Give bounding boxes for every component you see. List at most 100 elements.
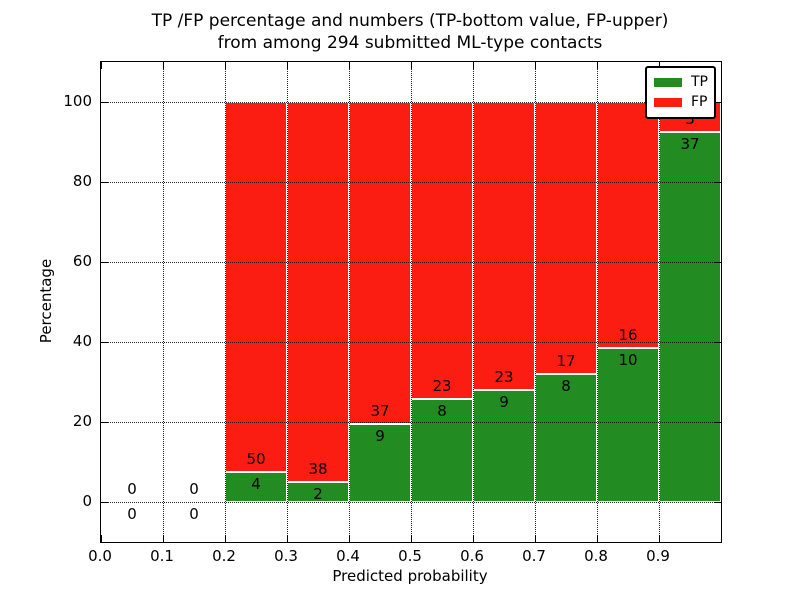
fp-count-label: 3 <box>685 110 695 128</box>
tp-count-label: 0 <box>189 505 199 523</box>
x-tick-label: 0.0 <box>88 547 112 565</box>
tp-count-label: 10 <box>618 351 638 370</box>
x-tick-bottom <box>534 535 536 542</box>
x-tick-label: 0.2 <box>212 547 236 565</box>
x-gridline <box>473 62 474 542</box>
bar-segment-tp <box>535 374 597 502</box>
y-tick-right <box>714 341 721 343</box>
bar-segment-tp <box>225 472 287 502</box>
y-tick-left <box>101 341 108 343</box>
legend-label-fp: FP <box>691 94 708 110</box>
y-tick-left <box>101 421 108 423</box>
legend: TP FP <box>645 66 716 119</box>
y-tick-label: 60 <box>72 252 92 270</box>
x-tick-bottom <box>286 535 288 542</box>
x-gridline <box>659 62 660 542</box>
x-tick-top <box>658 62 660 69</box>
fp-color-swatch <box>654 97 682 107</box>
x-tick-top <box>596 62 598 69</box>
fp-count-label: 17 <box>556 352 576 370</box>
chart-title-line2: from among 294 submitted ML-type contact… <box>217 33 603 53</box>
x-tick-top <box>100 62 102 69</box>
bar-segment-tp <box>473 389 535 502</box>
x-gridline <box>411 62 412 542</box>
x-tick-label: 0.5 <box>398 547 422 565</box>
x-gridline <box>597 62 598 542</box>
x-tick-bottom <box>224 535 226 542</box>
tp-count-label: 9 <box>375 426 385 445</box>
y-tick-right <box>714 261 721 263</box>
x-tick-bottom <box>472 535 474 542</box>
y-tick-left <box>101 181 108 183</box>
x-tick-top <box>534 62 536 69</box>
y-tick-right <box>714 181 721 183</box>
y-tick-left <box>101 101 108 103</box>
x-tick-top <box>472 62 474 69</box>
bar-segment-fp <box>411 102 473 399</box>
x-tick-top <box>224 62 226 69</box>
x-gridline <box>535 62 536 542</box>
y-tick-left <box>101 501 108 503</box>
x-tick-top <box>162 62 164 69</box>
x-gridline <box>225 62 226 542</box>
fp-count-label: 50 <box>246 450 266 469</box>
bar-segment-tp <box>349 423 411 502</box>
bar-segment-fp <box>287 102 349 482</box>
x-gridline <box>163 62 164 542</box>
x-tick-label: 0.6 <box>460 547 484 565</box>
x-gridline <box>287 62 288 542</box>
y-tick-label: 0 <box>82 492 92 510</box>
tp-count-label: 9 <box>499 392 509 411</box>
tp-count-label: 0 <box>127 505 137 523</box>
fp-count-label: 38 <box>308 460 328 478</box>
legend-item-fp: FP <box>647 92 714 112</box>
fp-count-label: 37 <box>370 401 390 420</box>
legend-item-tp: TP <box>647 72 714 92</box>
tp-count-label: 8 <box>437 401 447 420</box>
x-tick-bottom <box>348 535 350 542</box>
y-tick-left <box>101 261 108 263</box>
bar-segment-fp <box>597 102 659 349</box>
fp-count-label: 23 <box>432 376 452 395</box>
y-tick-label: 20 <box>72 412 92 430</box>
fp-count-label: 0 <box>189 480 199 498</box>
bar-segment-tp <box>659 132 721 502</box>
tp-count-label: 4 <box>251 475 261 494</box>
x-tick-bottom <box>162 535 164 542</box>
x-tick-label: 0.1 <box>150 547 174 565</box>
tp-count-label: 37 <box>680 135 700 153</box>
x-axis-label: Predicted probability <box>332 567 488 585</box>
fp-count-label: 23 <box>494 367 514 386</box>
x-tick-bottom <box>596 535 598 542</box>
y-tick-label: 40 <box>72 332 92 350</box>
x-tick-top <box>410 62 412 69</box>
y-tick-right <box>714 101 721 103</box>
y-tick-right <box>714 501 721 503</box>
x-tick-label: 0.3 <box>274 547 298 565</box>
x-tick-top <box>286 62 288 69</box>
x-tick-label: 0.7 <box>522 547 546 565</box>
y-tick-label: 80 <box>72 172 92 190</box>
x-tick-bottom <box>658 535 660 542</box>
x-gridline <box>349 62 350 542</box>
tp-color-swatch <box>654 77 682 87</box>
bar-segment-fp <box>225 102 287 473</box>
x-tick-top <box>348 62 350 69</box>
bar-segment-fp <box>535 102 597 374</box>
y-tick-right <box>714 421 721 423</box>
x-tick-label: 0.8 <box>584 547 608 565</box>
plot-area: 0 0 0 0 50 4 38 2 37 9 23 8 23 9 17 8 16 10 3 37 <box>100 61 722 543</box>
fp-count-label: 0 <box>127 480 137 498</box>
tp-count-label: 8 <box>561 377 571 395</box>
y-tick-label: 100 <box>63 92 92 110</box>
bar-segment-tp <box>597 348 659 502</box>
tp-count-label: 2 <box>313 485 323 503</box>
x-tick-label: 0.9 <box>646 547 670 565</box>
legend-label-tp: TP <box>691 74 708 90</box>
x-tick-label: 0.4 <box>336 547 360 565</box>
x-tick-bottom <box>410 535 412 542</box>
chart-title-line1: TP /FP percentage and numbers (TP-bottom… <box>151 11 669 31</box>
x-tick-bottom <box>100 535 102 542</box>
bar-segment-fp <box>473 102 535 390</box>
